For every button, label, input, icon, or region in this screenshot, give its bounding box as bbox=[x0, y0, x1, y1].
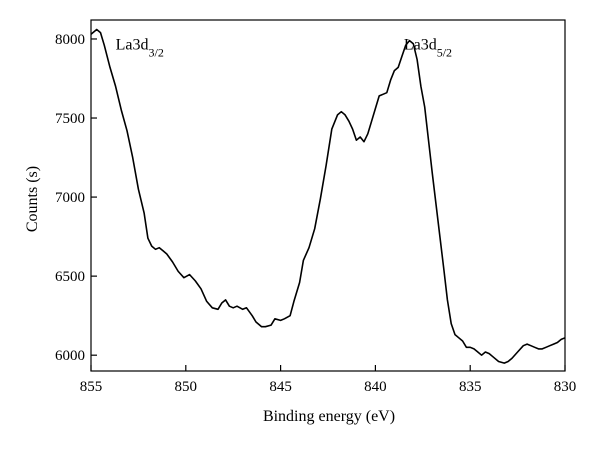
y-axis: 6000 6500 7000 7500 8000 bbox=[55, 32, 97, 364]
peak-label-subscript: 3/2 bbox=[149, 45, 164, 59]
peak-label: La3d3/2 bbox=[116, 36, 164, 59]
x-axis-title: Binding energy (eV) bbox=[263, 408, 395, 425]
x-tick-label: 840 bbox=[364, 379, 387, 395]
plot-area bbox=[90, 19, 566, 372]
y-tick-label: 6500 bbox=[55, 269, 85, 285]
peak-label-subscript: 5/2 bbox=[437, 45, 452, 59]
y-tick-label: 7500 bbox=[55, 111, 85, 127]
x-axis: 855 850 845 840 835 830 bbox=[80, 365, 577, 395]
x-tick-label: 835 bbox=[459, 379, 482, 395]
y-tick-label: 7000 bbox=[55, 190, 85, 206]
y-tick-label: 8000 bbox=[55, 32, 85, 48]
series-layer bbox=[90, 28, 566, 364]
x-tick-label: 855 bbox=[80, 379, 103, 395]
plot-frame bbox=[90, 19, 566, 372]
y-axis-title: Counts (s) bbox=[24, 166, 41, 232]
x-tick-label: 850 bbox=[175, 379, 198, 395]
x-tick-label: 845 bbox=[269, 379, 292, 395]
peak-label: La3d5/2 bbox=[404, 36, 452, 59]
y-tick-label: 6000 bbox=[55, 348, 85, 364]
series-line bbox=[90, 28, 566, 364]
x-tick-label: 830 bbox=[554, 379, 577, 395]
